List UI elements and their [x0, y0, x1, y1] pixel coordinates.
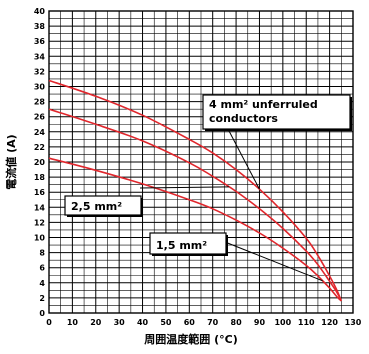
- x-tick-label: 100: [274, 318, 291, 327]
- y-tick-label: 16: [34, 188, 46, 197]
- series-lines: [48, 79, 343, 302]
- annotation-label: 1,5 mm²: [156, 239, 207, 252]
- y-tick-label: 24: [34, 128, 46, 137]
- annotation-leader: [209, 235, 323, 282]
- annotation-label: 2,5 mm²: [71, 200, 122, 213]
- y-tick-label: 32: [34, 67, 45, 76]
- annotation-box: [64, 195, 142, 216]
- y-tick-label: 40: [34, 7, 46, 16]
- y-tick-label: 36: [34, 37, 46, 46]
- series-line-2: [48, 108, 343, 302]
- y-tick-label: 30: [34, 83, 46, 92]
- x-tick-label: 70: [207, 318, 219, 327]
- y-tick-label: 10: [34, 234, 46, 243]
- annotation-box: [149, 232, 227, 255]
- y-tick-label: 18: [34, 173, 46, 182]
- x-tick-label: 0: [46, 318, 52, 327]
- x-tick-label: 110: [298, 318, 315, 327]
- y-tick-label: 38: [34, 22, 46, 31]
- x-axis-label: 周囲温度範囲 (°C): [144, 332, 237, 346]
- x-tick-label: 10: [67, 318, 79, 327]
- series-line-3: [48, 157, 342, 302]
- y-tick-label: 14: [34, 203, 46, 212]
- y-tick-label: 22: [34, 143, 45, 152]
- x-tick-label: 60: [184, 318, 196, 327]
- y-axis-label: 電流値 (A): [4, 134, 18, 189]
- annotation-leader: [227, 128, 260, 190]
- y-tick-label: 0: [39, 309, 45, 318]
- y-tick-label: 26: [34, 113, 46, 122]
- annotation-label-line2: conductors: [209, 112, 278, 125]
- series-line-1: [48, 79, 343, 302]
- y-tick-label: 34: [34, 52, 46, 61]
- x-tick-label: 130: [345, 318, 362, 327]
- y-tick-label: 28: [34, 98, 46, 107]
- x-tick-label: 30: [114, 318, 126, 327]
- x-tick-label: 50: [160, 318, 172, 327]
- x-tick-label: 80: [231, 318, 243, 327]
- x-tick-label: 20: [90, 318, 102, 327]
- plot-frame: [48, 10, 354, 314]
- y-tick-label: 2: [39, 294, 45, 303]
- annotation-box: [202, 94, 351, 130]
- annotation-leader: [139, 186, 230, 189]
- annotation-label: 4 mm² unferruled: [209, 98, 318, 111]
- grid: [48, 10, 354, 314]
- y-tick-label: 12: [34, 218, 45, 227]
- x-tick-label: 40: [137, 318, 149, 327]
- x-tick-label: 90: [254, 318, 266, 327]
- y-tick-label: 4: [39, 279, 45, 288]
- y-tick-label: 8: [39, 249, 45, 258]
- y-tick-label: 20: [34, 158, 46, 167]
- x-tick-label: 120: [321, 318, 338, 327]
- y-tick-label: 6: [39, 264, 45, 273]
